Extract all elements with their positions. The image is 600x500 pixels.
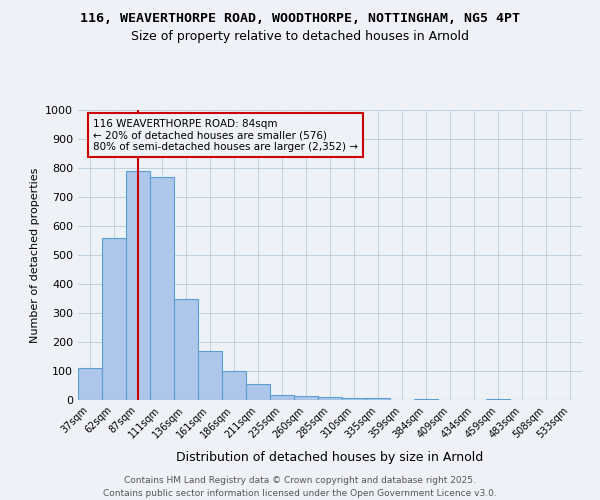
- Bar: [246, 384, 270, 400]
- Text: 116 WEAVERTHORPE ROAD: 84sqm
← 20% of detached houses are smaller (576)
80% of s: 116 WEAVERTHORPE ROAD: 84sqm ← 20% of de…: [93, 118, 358, 152]
- Text: Contains HM Land Registry data © Crown copyright and database right 2025.: Contains HM Land Registry data © Crown c…: [124, 476, 476, 485]
- Bar: [150, 176, 174, 400]
- Text: Size of property relative to detached houses in Arnold: Size of property relative to detached ho…: [131, 30, 469, 43]
- Bar: [342, 398, 366, 400]
- Bar: [486, 398, 510, 400]
- X-axis label: Distribution of detached houses by size in Arnold: Distribution of detached houses by size …: [176, 451, 484, 464]
- Bar: [414, 398, 438, 400]
- Bar: [294, 396, 318, 400]
- Text: Contains public sector information licensed under the Open Government Licence v3: Contains public sector information licen…: [103, 489, 497, 498]
- Text: 116, WEAVERTHORPE ROAD, WOODTHORPE, NOTTINGHAM, NG5 4PT: 116, WEAVERTHORPE ROAD, WOODTHORPE, NOTT…: [80, 12, 520, 26]
- Bar: [366, 398, 390, 400]
- Bar: [174, 298, 198, 400]
- Bar: [102, 238, 126, 400]
- Bar: [78, 368, 102, 400]
- Bar: [126, 171, 150, 400]
- Y-axis label: Number of detached properties: Number of detached properties: [29, 168, 40, 342]
- Bar: [222, 371, 246, 400]
- Bar: [318, 397, 342, 400]
- Bar: [270, 395, 294, 400]
- Bar: [198, 350, 222, 400]
